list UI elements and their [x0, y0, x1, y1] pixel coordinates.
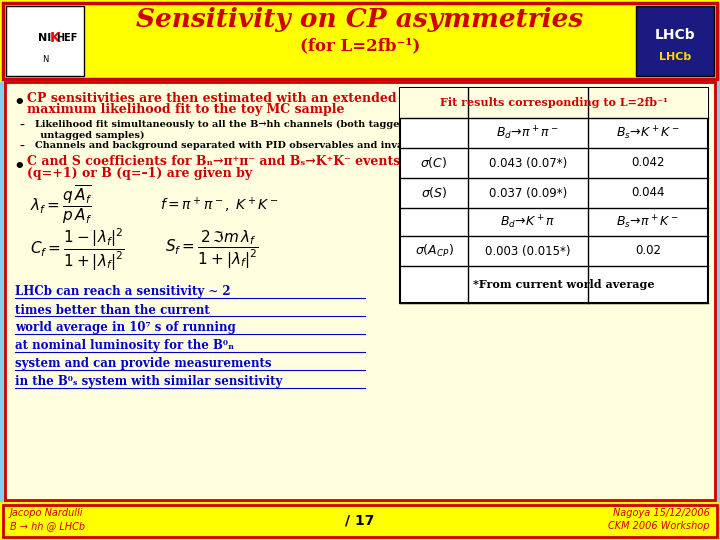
- Text: $\lambda_f = \dfrac{q\,\overline{A_f}}{p\,A_f}$: $\lambda_f = \dfrac{q\,\overline{A_f}}{p…: [30, 184, 92, 226]
- Text: CKM 2006 Workshop: CKM 2006 Workshop: [608, 521, 710, 531]
- Bar: [0, 502, 720, 540]
- Text: LHCb: LHCb: [654, 28, 696, 42]
- Text: NI: NI: [38, 33, 52, 43]
- Text: $B_d\!\rightarrow\!\pi^+\pi^-$: $B_d\!\rightarrow\!\pi^+\pi^-$: [496, 124, 559, 141]
- Bar: [400, 88, 708, 118]
- Text: $\sigma(C)$: $\sigma(C)$: [420, 156, 448, 171]
- Text: N: N: [42, 56, 48, 64]
- Text: *From current world average: *From current world average: [473, 279, 654, 290]
- Bar: [3, 3, 717, 79]
- Text: Sensitivity on CP asymmetries: Sensitivity on CP asymmetries: [136, 8, 584, 32]
- Text: CP sensitivities are then estimated with an extended unbinned: CP sensitivities are then estimated with…: [27, 91, 468, 105]
- Text: untagged samples): untagged samples): [20, 131, 145, 139]
- Bar: [400, 88, 708, 303]
- Text: 0.037 (0.09*): 0.037 (0.09*): [489, 186, 567, 199]
- Text: •: •: [13, 158, 24, 176]
- Text: in the B⁰ₛ system with similar sensitivity: in the B⁰ₛ system with similar sensitivi…: [15, 375, 282, 388]
- Text: times better than the current: times better than the current: [15, 303, 210, 316]
- Bar: [636, 6, 714, 76]
- Text: $B_s\!\rightarrow\!\pi^+K^-$: $B_s\!\rightarrow\!\pi^+K^-$: [616, 213, 680, 231]
- Text: (for L=2fb⁻¹): (for L=2fb⁻¹): [300, 37, 420, 55]
- Text: LHCb: LHCb: [659, 52, 691, 62]
- Text: HEF: HEF: [56, 33, 78, 43]
- Text: C and S coefficients for Bₙ→π⁺π⁻ and Bₛ→K⁺K⁻ events tagged as B: C and S coefficients for Bₙ→π⁺π⁻ and Bₛ→…: [27, 156, 487, 168]
- Text: 0.02: 0.02: [635, 245, 661, 258]
- Bar: [0, 0, 720, 82]
- Text: •: •: [13, 94, 24, 112]
- Text: 0.042: 0.042: [631, 157, 665, 170]
- Text: 0.044: 0.044: [631, 186, 665, 199]
- Text: world average in 10⁷ s of running: world average in 10⁷ s of running: [15, 321, 235, 334]
- Bar: [3, 505, 717, 537]
- Text: $f = \pi^+\pi^-,\; K^+K^-$: $f = \pi^+\pi^-,\; K^+K^-$: [160, 195, 279, 214]
- Text: $S_f = \dfrac{2\,\Im m\,\lambda_f}{1+|\lambda_f|^2}$: $S_f = \dfrac{2\,\Im m\,\lambda_f}{1+|\l…: [165, 229, 259, 271]
- Text: Jacopo Nardulli: Jacopo Nardulli: [10, 508, 84, 518]
- Text: $B_s\!\rightarrow\!K^+K^-$: $B_s\!\rightarrow\!K^+K^-$: [616, 124, 680, 141]
- Bar: [6, 6, 84, 76]
- Text: $B_d\!\rightarrow\!K^+\pi$: $B_d\!\rightarrow\!K^+\pi$: [500, 213, 556, 231]
- Text: (q=+1) or B (q=–1) are given by: (q=+1) or B (q=–1) are given by: [27, 167, 252, 180]
- Text: –   Likelihood fit simultaneously to all the B→hh channels (both tagged and: – Likelihood fit simultaneously to all t…: [20, 119, 430, 129]
- Text: K: K: [50, 31, 60, 45]
- Text: B → hh @ LHCb: B → hh @ LHCb: [10, 521, 85, 531]
- Text: system and can provide measurements: system and can provide measurements: [15, 357, 271, 370]
- Text: Nagoya 15/12/2006: Nagoya 15/12/2006: [613, 508, 710, 518]
- Text: / 17: / 17: [346, 514, 374, 528]
- Text: 0.043 (0.07*): 0.043 (0.07*): [489, 157, 567, 170]
- Text: Fit results corresponding to L=2fb⁻¹: Fit results corresponding to L=2fb⁻¹: [440, 98, 668, 109]
- Text: at nominal luminosity for the B⁰ₙ: at nominal luminosity for the B⁰ₙ: [15, 340, 234, 353]
- Text: –   Channels and background separated with PID observables and invariant mass: – Channels and background separated with…: [20, 141, 461, 151]
- Text: $\sigma(A_{CP})$: $\sigma(A_{CP})$: [415, 243, 454, 259]
- Text: maximum likelihood fit to the toy MC sample: maximum likelihood fit to the toy MC sam…: [27, 104, 344, 117]
- Text: $C_f = \dfrac{1-|\lambda_f|^2}{1+|\lambda_f|^2}$: $C_f = \dfrac{1-|\lambda_f|^2}{1+|\lambd…: [30, 227, 125, 273]
- Text: $\sigma(S)$: $\sigma(S)$: [420, 186, 447, 200]
- Text: 0.003 (0.015*): 0.003 (0.015*): [485, 245, 571, 258]
- Bar: [5, 82, 715, 500]
- Text: LHCb can reach a sensitivity ~ 2: LHCb can reach a sensitivity ~ 2: [15, 286, 230, 299]
